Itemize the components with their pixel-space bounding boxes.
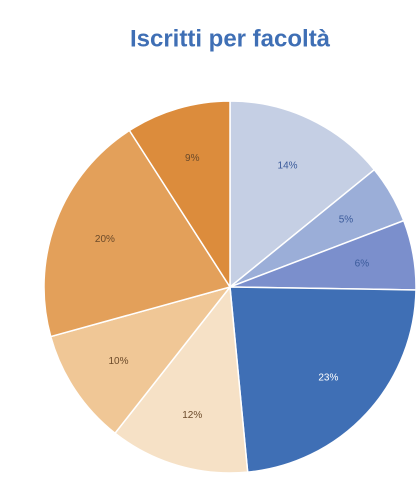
pie-slice [43, 129, 232, 338]
data-label: 14% [278, 161, 298, 172]
pie-slice [128, 100, 231, 290]
chart-title: Iscritti per facoltà [130, 25, 331, 52]
pie-slice [229, 286, 416, 473]
data-label: 6% [355, 258, 370, 269]
data-label: 23% [318, 373, 338, 384]
pie-slice [49, 285, 233, 435]
data-label: 10% [108, 356, 128, 367]
data-label: 20% [95, 234, 115, 245]
pie-slice [229, 100, 376, 289]
pie-slice [113, 285, 249, 474]
data-label: 9% [185, 153, 200, 164]
data-label: 5% [339, 215, 354, 226]
data-label: 12% [182, 410, 202, 421]
